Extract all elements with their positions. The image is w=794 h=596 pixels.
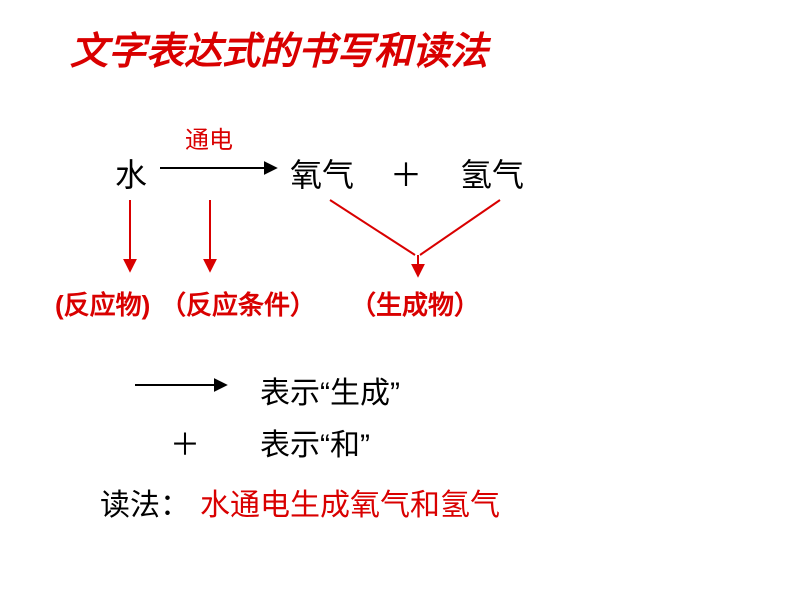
legend-and: 表示“和” xyxy=(260,420,370,464)
reading-value: 水通电生成氧气和氢气 xyxy=(200,480,500,524)
legend-generate: 表示“生成” xyxy=(260,368,400,412)
reading-label: 读法： xyxy=(100,480,190,524)
annotation-reactant: (反应物) xyxy=(55,285,150,322)
fork-right-icon xyxy=(420,200,500,255)
equation-plus: ＋ xyxy=(390,150,422,196)
equation-condition: 通电 xyxy=(185,120,233,155)
legend-plus-symbol: ＋ xyxy=(170,420,200,464)
equation-hydrogen: 氢气 xyxy=(460,150,524,196)
annotation-product: （生成物） xyxy=(350,285,480,322)
equation-water: 水 xyxy=(115,150,147,196)
annotation-condition: （反应条件） xyxy=(160,285,316,322)
fork-left-icon xyxy=(330,200,415,255)
equation-oxygen: 氧气 xyxy=(290,150,354,196)
page-title: 文字表达式的书写和读法 xyxy=(70,20,488,75)
